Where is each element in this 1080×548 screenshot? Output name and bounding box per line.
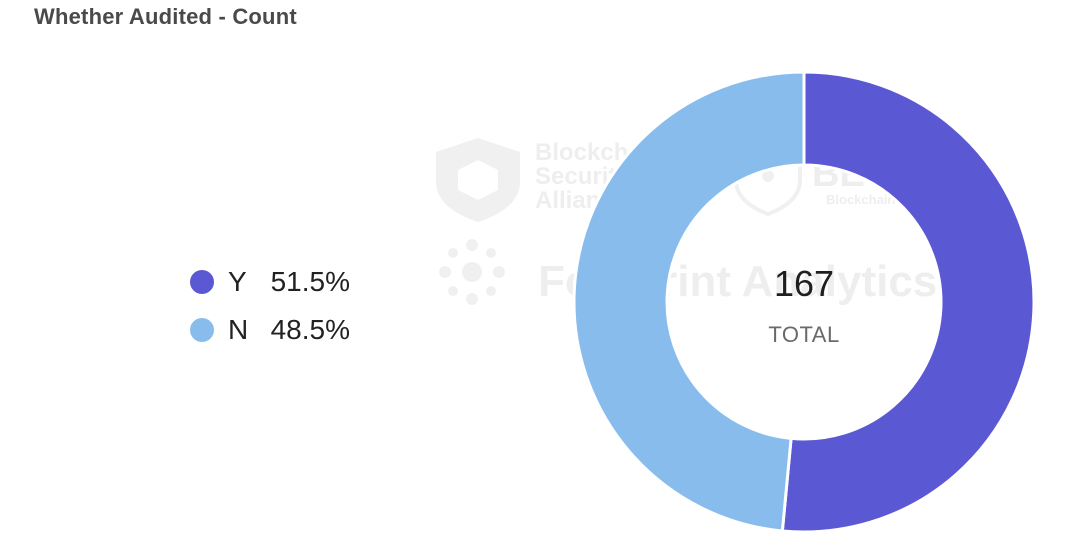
legend-item-y: Y 51.5%: [190, 258, 350, 306]
legend-item-n: N 48.5%: [190, 306, 350, 354]
legend-label-n: N: [228, 314, 249, 345]
legend-value-y: 51.5%: [270, 266, 350, 297]
legend-swatch-y: [190, 270, 214, 294]
chart-title: Whether Audited - Count: [34, 4, 297, 29]
legend-value-n: 48.5%: [270, 314, 350, 345]
donut-total-label: TOTAL: [768, 322, 839, 347]
donut-total: 167: [774, 263, 834, 304]
legend-label-y: Y: [228, 266, 247, 297]
donut-slice-y: [780, 70, 1036, 534]
donut-slice-n: [572, 70, 806, 533]
legend: Y 51.5% N 48.5%: [190, 258, 350, 354]
legend-swatch-n: [190, 318, 214, 342]
